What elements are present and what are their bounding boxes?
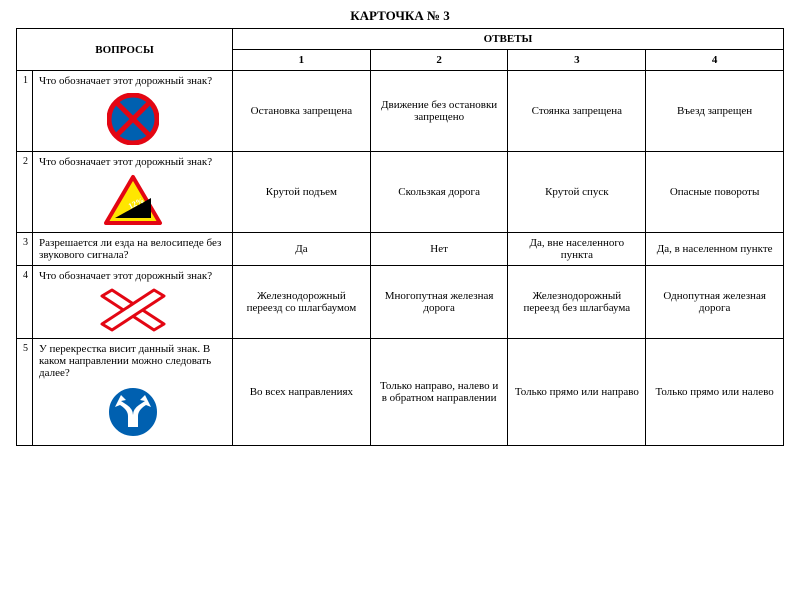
- answer-cell: Во всех направлениях: [233, 339, 371, 446]
- question-cell: Что обозначает этот дорожный знак?: [33, 71, 233, 152]
- answer-cell: Нет: [370, 233, 508, 266]
- row-number: 2: [17, 152, 33, 233]
- question-cell: Что обозначает этот дорожный знак? 12%: [33, 152, 233, 233]
- answer-cell: Да, вне населенного пункта: [508, 233, 646, 266]
- answer-cell: Крутой спуск: [508, 152, 646, 233]
- answer-cell: Въезд запрещен: [646, 71, 784, 152]
- quiz-row: 1 Что обозначает этот дорожный знак? Ост…: [17, 71, 784, 152]
- rail-crossing-sign-icon: [39, 288, 226, 332]
- quiz-row: 2 Что обозначает этот дорожный знак? 12%…: [17, 152, 784, 233]
- question-text: У перекрестка висит данный знак. В каком…: [39, 343, 226, 379]
- header-col-1: 1: [233, 50, 371, 71]
- quiz-row: 5 У перекрестка висит данный знак. В как…: [17, 339, 784, 446]
- answer-cell: Многопутная железная дорога: [370, 266, 508, 339]
- answer-cell: Стоянка запрещена: [508, 71, 646, 152]
- row-number: 3: [17, 233, 33, 266]
- steep-ascent-sign-icon: 12%: [39, 174, 226, 226]
- turn-left-right-sign-icon: [39, 385, 226, 439]
- answer-cell: Опасные повороты: [646, 152, 784, 233]
- header-col-4: 4: [646, 50, 784, 71]
- answer-cell: Только прямо или налево: [646, 339, 784, 446]
- answer-cell: Да, в населенном пункте: [646, 233, 784, 266]
- question-cell: Разрешается ли езда на велосипеде без зв…: [33, 233, 233, 266]
- header-col-2: 2: [370, 50, 508, 71]
- answer-cell: Железнодорожный переезд со шлагбаумом: [233, 266, 371, 339]
- question-cell: У перекрестка висит данный знак. В каком…: [33, 339, 233, 446]
- answer-cell: Остановка запрещена: [233, 71, 371, 152]
- answer-cell: Железнодорожный переезд без шлагбаума: [508, 266, 646, 339]
- question-text: Разрешается ли езда на велосипеде без зв…: [39, 237, 226, 261]
- answer-cell: Только направо, налево и в обратном напр…: [370, 339, 508, 446]
- row-number: 4: [17, 266, 33, 339]
- question-text: Что обозначает этот дорожный знак?: [39, 270, 226, 282]
- answer-cell: Крутой подъем: [233, 152, 371, 233]
- quiz-table: ВОПРОСЫ ОТВЕТЫ 1 2 3 4 1 Что обозначает …: [16, 28, 784, 446]
- no-stopping-sign-icon: [39, 93, 226, 145]
- answer-cell: Однопутная железная дорога: [646, 266, 784, 339]
- answer-cell: Да: [233, 233, 371, 266]
- row-number: 5: [17, 339, 33, 446]
- answer-cell: Только прямо или направо: [508, 339, 646, 446]
- card-title: КАРТОЧКА № 3: [16, 8, 784, 24]
- question-text: Что обозначает этот дорожный знак?: [39, 156, 226, 168]
- row-number: 1: [17, 71, 33, 152]
- header-answers: ОТВЕТЫ: [233, 29, 784, 50]
- question-cell: Что обозначает этот дорожный знак?: [33, 266, 233, 339]
- quiz-row: 4 Что обозначает этот дорожный знак? Жел…: [17, 266, 784, 339]
- header-col-3: 3: [508, 50, 646, 71]
- answer-cell: Скользкая дорога: [370, 152, 508, 233]
- header-questions: ВОПРОСЫ: [17, 29, 233, 71]
- quiz-row: 3 Разрешается ли езда на велосипеде без …: [17, 233, 784, 266]
- answer-cell: Движение без остановки запрещено: [370, 71, 508, 152]
- question-text: Что обозначает этот дорожный знак?: [39, 75, 226, 87]
